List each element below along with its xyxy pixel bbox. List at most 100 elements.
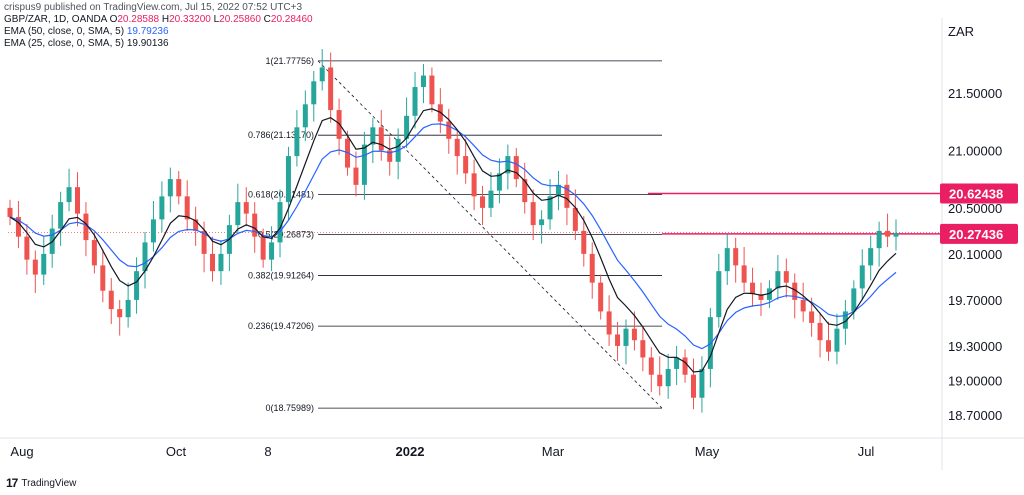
- candle-body: [547, 196, 553, 220]
- candle-body: [792, 282, 798, 300]
- candle-body: [150, 219, 156, 243]
- candle-body: [758, 294, 764, 300]
- candle-body: [277, 202, 283, 243]
- y-tick-label: 21.00000: [948, 143, 1002, 158]
- candle-body: [623, 328, 629, 346]
- y-tick-label: 19.70000: [948, 293, 1002, 308]
- ema-lines: [9, 108, 897, 373]
- high-key: H: [161, 14, 170, 25]
- candle-body: [260, 236, 266, 260]
- x-tick-label: Jul: [858, 444, 875, 459]
- candle-body: [353, 167, 359, 185]
- candle-body: [454, 138, 460, 157]
- x-tick-label: May: [695, 444, 720, 459]
- candle-body: [505, 156, 511, 174]
- candle-body: [345, 138, 351, 168]
- candle-body: [235, 202, 241, 226]
- candle-body: [463, 156, 469, 174]
- candle-body: [75, 187, 81, 214]
- y-tick-label: 21.50000: [948, 86, 1002, 101]
- candle-body: [530, 202, 536, 226]
- price-axis[interactable]: 21.50000 21.00000 20.50000 20.10000 19.70000…: [948, 86, 1002, 423]
- candle-body: [243, 202, 249, 214]
- fib-level-label: 0.382(19.91264): [248, 270, 314, 280]
- candle-body: [167, 179, 173, 197]
- close-value: 20.28460: [270, 14, 313, 25]
- candle-body: [733, 248, 739, 266]
- ema25-label: EMA (25, close, 0, SMA, 5): [4, 38, 125, 49]
- candle-body: [809, 311, 815, 323]
- y-tick-label: 20.10000: [948, 247, 1002, 262]
- candle-body: [83, 213, 89, 241]
- candle-body: [682, 357, 688, 375]
- candle-body: [142, 242, 148, 272]
- candle-body: [690, 374, 696, 398]
- candle-body: [539, 219, 545, 226]
- candle-body: [378, 127, 384, 151]
- candle-body: [480, 196, 486, 208]
- currency-label: ZAR: [948, 24, 974, 39]
- close-key: C: [263, 14, 271, 25]
- candle-body: [606, 311, 612, 335]
- open-key: O: [109, 14, 118, 25]
- symbol-label[interactable]: GBP/ZAR, 1D, OANDA: [4, 14, 107, 25]
- ema50-label: EMA (50, close, 0, SMA, 5): [4, 26, 125, 37]
- candle-body: [412, 87, 418, 116]
- candle-body: [817, 322, 823, 341]
- candle-body: [91, 240, 97, 266]
- candle-body: [598, 282, 604, 312]
- candle-body: [783, 271, 789, 283]
- y-tick-label: 19.00000: [948, 373, 1002, 388]
- candle-body: [750, 282, 756, 295]
- candle-body: [361, 144, 367, 185]
- candle-body: [404, 115, 410, 139]
- candle-body: [648, 357, 654, 375]
- open-value: 20.28588: [117, 14, 160, 25]
- candle-body: [117, 309, 123, 318]
- candle-body: [471, 173, 477, 197]
- tradingview-footer[interactable]: 17 TradingView: [6, 476, 76, 490]
- candle-body: [674, 357, 680, 369]
- fib-level-label: 0.5(20.26873): [258, 229, 314, 239]
- candle-body: [800, 299, 806, 312]
- candle-body: [41, 253, 47, 275]
- candle-body: [631, 328, 637, 341]
- candle-body: [319, 67, 325, 82]
- candle-body: [58, 202, 64, 229]
- candle-body: [66, 187, 72, 203]
- fibonacci-retracement[interactable]: 1(21.77756) 0.786(21.13170) 0.618(20.61481…: [248, 56, 662, 413]
- ema50-value: 19.79236: [126, 26, 169, 37]
- candle-body: [24, 236, 30, 260]
- candle-body: [32, 259, 38, 275]
- candle-body: [885, 230, 891, 237]
- publish-info: crispus9 published on TradingView.com, J…: [4, 2, 303, 13]
- low-value: 20.25860: [219, 14, 261, 25]
- time-axis[interactable]: Aug Oct 8 2022 Mar May Jul: [10, 444, 874, 459]
- horizontal-lines[interactable]: [8, 192, 942, 235]
- candle-body: [665, 368, 671, 387]
- price-tag-label: 20.62438: [949, 187, 1003, 202]
- ema25-legend[interactable]: EMA (25, close, 0, SMA, 5) 19.90136: [4, 38, 169, 50]
- y-tick-label: 19.30000: [948, 339, 1002, 354]
- ema50-legend[interactable]: EMA (50, close, 0, SMA, 5) 19.79236: [4, 26, 169, 38]
- x-tick-label: 2022: [396, 444, 425, 459]
- candle-body: [564, 184, 570, 208]
- y-tick-label: 20.50000: [948, 201, 1002, 216]
- candle-body: [581, 230, 587, 254]
- fib-level-label: 0.786(21.13170): [248, 130, 314, 140]
- candle-body: [269, 242, 275, 260]
- candle-body: [100, 265, 106, 291]
- x-tick-label: Aug: [10, 444, 33, 459]
- candle-body: [176, 179, 182, 197]
- x-tick-label: Mar: [542, 444, 565, 459]
- candle-body: [294, 127, 300, 157]
- ohlc-legend: GBP/ZAR, 1D, OANDA O20.28588 H20.33200 L…: [4, 14, 313, 26]
- candle-body: [615, 334, 621, 346]
- candle-body: [125, 299, 131, 318]
- candle-body: [572, 207, 578, 231]
- candle-body: [159, 196, 165, 220]
- fib-level-label: 0(18.75989): [265, 403, 314, 413]
- candle-body: [134, 271, 140, 300]
- candle-body: [496, 173, 502, 191]
